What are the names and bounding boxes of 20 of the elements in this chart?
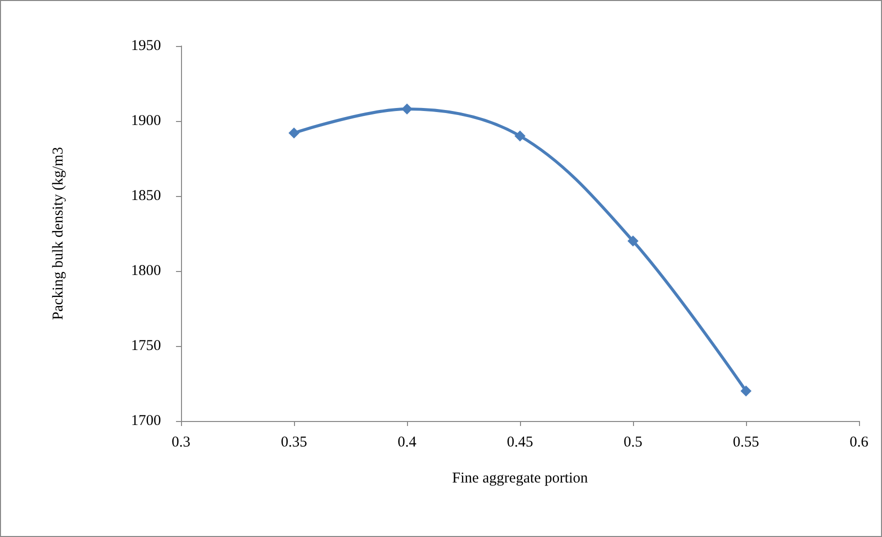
x-axis-title: Fine aggregate portion: [452, 470, 588, 486]
x-tick-label: 0.35: [280, 434, 308, 450]
point: [514, 130, 526, 142]
point: [288, 128, 300, 138]
y-tick-label: 1850: [131, 188, 161, 204]
y-tick-label: 1950: [131, 38, 161, 54]
y-tick-label: 1900: [131, 113, 161, 129]
x-tick-label: 0.3: [172, 434, 190, 450]
point: [402, 104, 412, 114]
y-tick-label: 1700: [131, 413, 161, 429]
x-tick-label: 0.4: [398, 434, 417, 450]
y-tick-label: 1750: [131, 338, 161, 354]
point: [740, 386, 752, 396]
y-axis-title: Packing bulk density (kg/m3: [50, 147, 66, 320]
x-tick-label: 0.6: [850, 434, 869, 450]
y-tick-label: 1800: [131, 263, 161, 279]
point: [628, 236, 638, 246]
x-tick-label: 0.55: [732, 434, 760, 450]
x-tick-label: 0.45: [506, 434, 534, 450]
x-tick-label: 0.5: [624, 434, 642, 450]
